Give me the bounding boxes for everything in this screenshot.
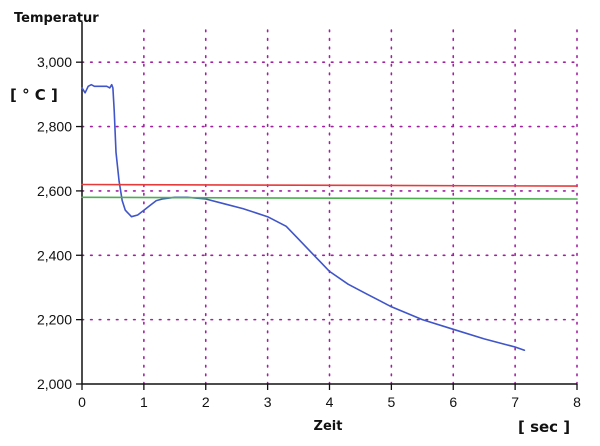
x-tick-labels: 0 1 2 3 4 5 6 7 8 — [78, 394, 581, 410]
grid — [81, 29, 578, 385]
x-axis-unit: [ sec ] — [518, 418, 570, 436]
x-tick-label-0: 0 — [78, 394, 86, 410]
y-tick-label-5: 3,000 — [37, 54, 72, 70]
x-tick-label-6: 6 — [449, 394, 457, 410]
series-group — [81, 83, 578, 352]
axes — [76, 22, 578, 390]
x-tick-label-5: 5 — [387, 394, 395, 410]
x-tick-label-4: 4 — [326, 394, 334, 410]
series-line-1 — [81, 183, 578, 187]
y-axis-title: Temperatur — [14, 11, 99, 26]
y-tick-label-0: 2,000 — [37, 376, 72, 392]
x-axis-title: Zeit — [314, 419, 343, 434]
y-tick-labels: 2,000 2,200 2,400 2,600 2,800 3,000 — [37, 54, 72, 392]
x-tick-label-7: 7 — [511, 394, 519, 410]
series-line-0 — [81, 83, 526, 352]
y-axis-unit: [ ° C ] — [10, 86, 58, 104]
series-line-2 — [81, 196, 578, 200]
y-tick-label-3: 2,600 — [37, 183, 72, 199]
x-tick-label-3: 3 — [264, 394, 272, 410]
x-tick-label-8: 8 — [573, 394, 581, 410]
x-tick-label-2: 2 — [202, 394, 210, 410]
x-tick-label-1: 1 — [140, 394, 148, 410]
y-tick-label-4: 2,800 — [37, 119, 72, 135]
y-tick-label-2: 2,400 — [37, 247, 72, 263]
y-tick-label-1: 2,200 — [37, 312, 72, 328]
